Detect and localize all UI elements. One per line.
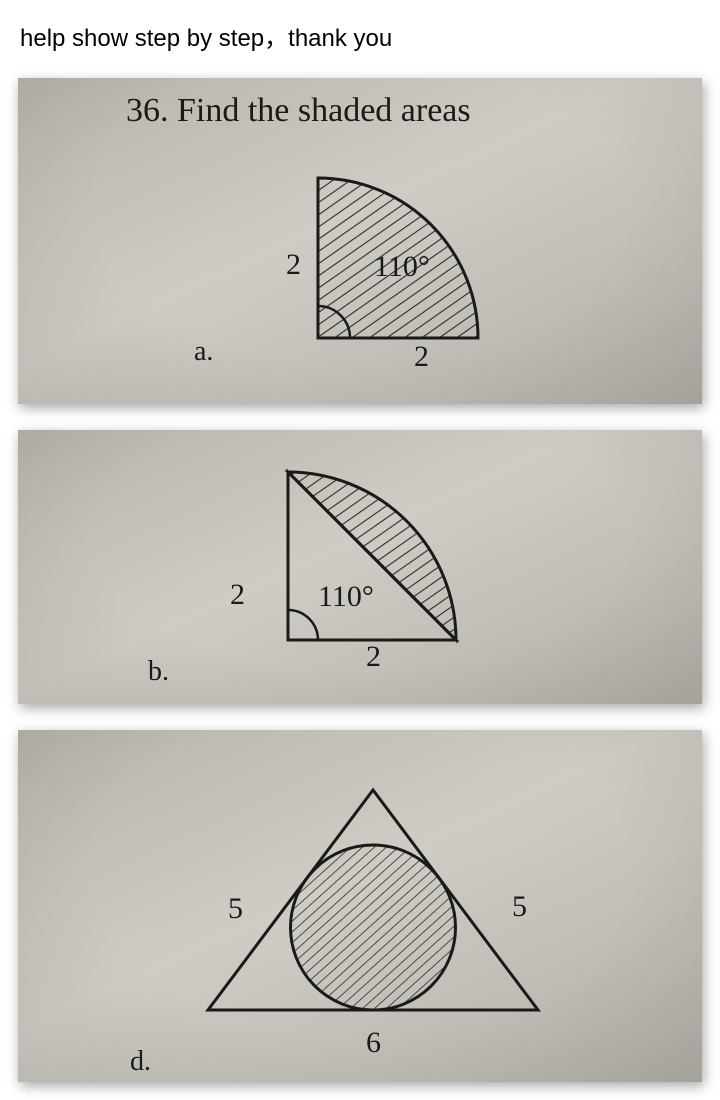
side-right-label-d: 5 [512, 890, 527, 924]
problem-title: 36. Find the shaded areas [126, 92, 471, 130]
part-label-d: d. [130, 1046, 151, 1078]
base-label-d: 6 [366, 1026, 381, 1060]
radius1-label-b: 2 [230, 578, 245, 612]
angle-label-a: 110° [374, 250, 430, 284]
panel-d: 5 5 6 d. [18, 730, 702, 1082]
angle-label-b: 110° [318, 580, 374, 614]
panel-a: 36. Find the shaded areas 2 110° 2 a. [18, 78, 702, 404]
radius2-label-a: 2 [414, 340, 429, 374]
part-label-b: b. [148, 656, 169, 688]
radius1-label-a: 2 [286, 248, 301, 282]
question-text: help show step by step，thank you [20, 18, 392, 53]
figure-b [218, 440, 558, 675]
side-left-label-d: 5 [228, 892, 243, 926]
radius2-label-b: 2 [366, 640, 381, 674]
part-label-a: a. [194, 336, 213, 368]
panel-b: 2 110° 2 b. [18, 430, 702, 704]
